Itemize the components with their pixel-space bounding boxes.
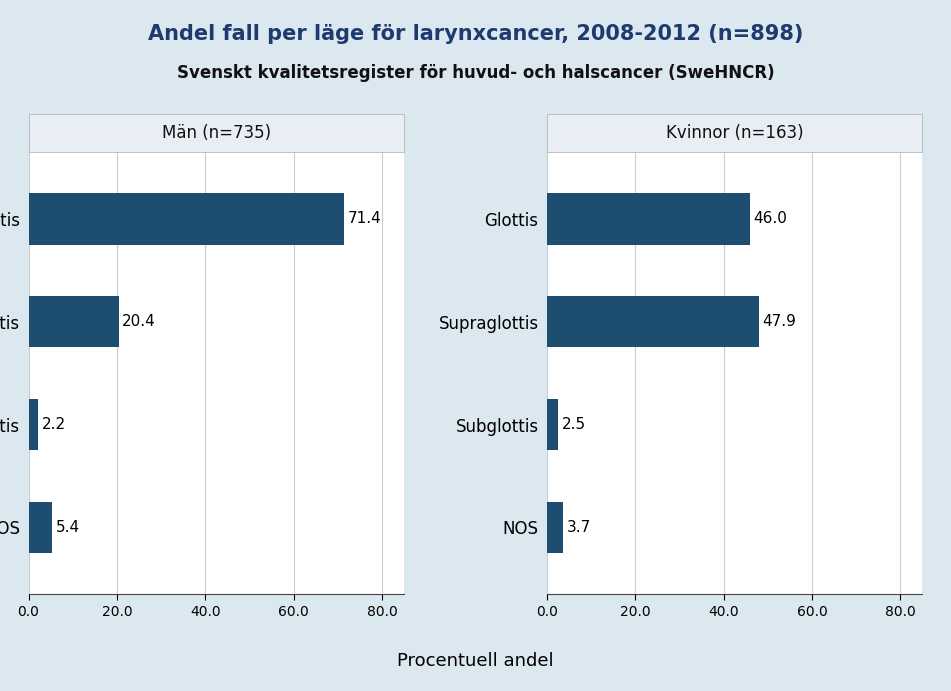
Text: Svenskt kvalitetsregister för huvud- och halscancer (SweHNCR): Svenskt kvalitetsregister för huvud- och… — [177, 64, 774, 82]
Text: 5.4: 5.4 — [56, 520, 80, 535]
Text: 47.9: 47.9 — [762, 314, 796, 329]
Text: 71.4: 71.4 — [347, 211, 381, 227]
Bar — [547, 399, 558, 451]
Text: 3.7: 3.7 — [567, 520, 591, 535]
Text: 2.2: 2.2 — [42, 417, 66, 432]
Bar — [29, 296, 119, 348]
Bar — [547, 502, 563, 553]
Bar — [547, 296, 759, 348]
Text: 46.0: 46.0 — [754, 211, 787, 227]
Text: Kvinnor (n=163): Kvinnor (n=163) — [666, 124, 804, 142]
Text: 20.4: 20.4 — [123, 314, 156, 329]
Bar — [29, 399, 38, 451]
Bar — [29, 502, 52, 553]
Text: Andel fall per läge för larynxcancer, 2008-2012 (n=898): Andel fall per läge för larynxcancer, 20… — [147, 24, 804, 44]
Bar — [547, 193, 750, 245]
Text: Män (n=735): Män (n=735) — [162, 124, 271, 142]
Text: 2.5: 2.5 — [561, 417, 586, 432]
Bar — [29, 193, 344, 245]
Text: Procentuell andel: Procentuell andel — [398, 652, 553, 670]
